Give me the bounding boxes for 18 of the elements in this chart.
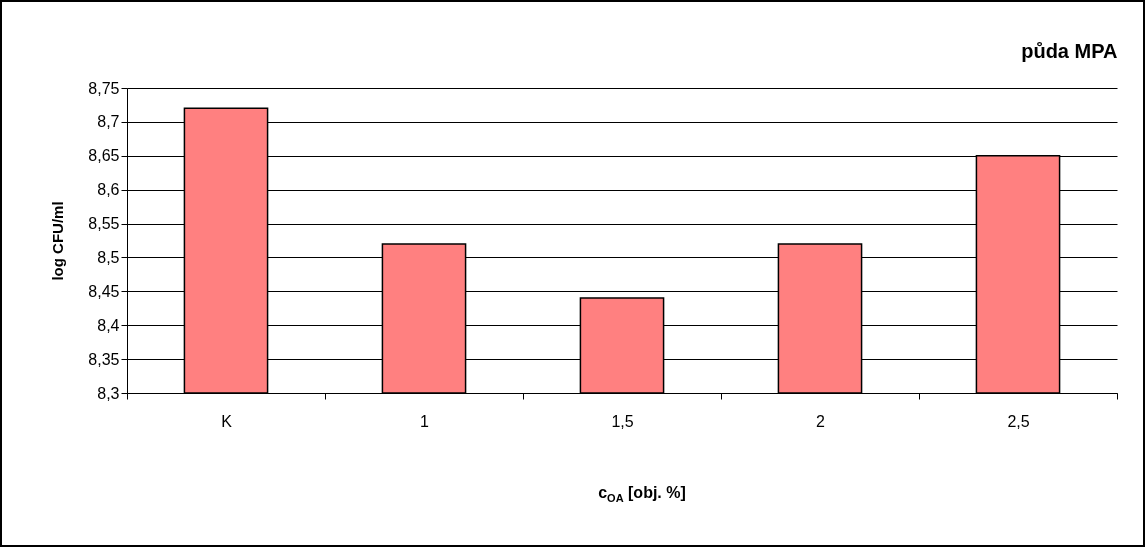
x-axis-title: c$_{OA}$ [obj. %] [597,484,687,505]
y-axis-title: log CFU/ml [49,201,67,281]
y-tick-label: 8,3 [97,384,120,402]
x-tick-label: 1 [420,412,430,430]
y-tick-label: 8,5 [97,248,120,266]
y-tick-label: 8,7 [97,113,120,131]
x-tick-label: K [221,412,233,430]
y-tick-label: 8,55 [88,215,120,233]
chart-title: půda MPA [1021,40,1118,62]
x-tick-label: 2,5 [1007,412,1030,430]
y-tick-label: 8,4 [97,316,120,334]
y-tick-label: 8,75 [88,79,120,97]
y-tick-label: 8,35 [88,350,120,368]
x-tick-label: 2 [816,412,826,430]
y-tick-label: 8,45 [88,282,120,300]
x-tick-label: 1,5 [611,412,634,430]
y-tick-label: 8,6 [97,181,120,199]
y-tick-label: 8,65 [88,147,120,165]
